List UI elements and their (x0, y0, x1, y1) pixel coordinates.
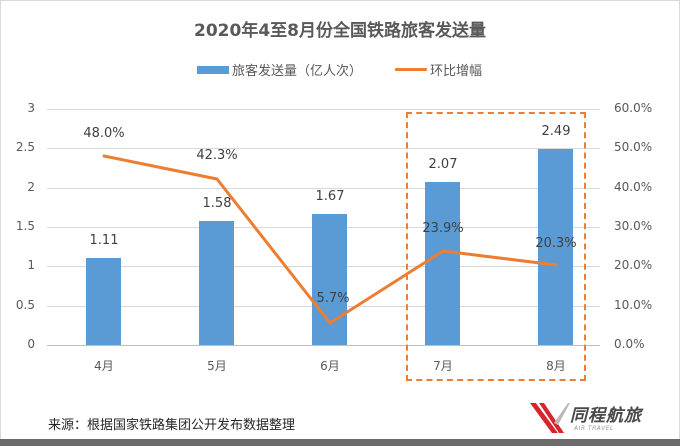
bottom-bar (0, 439, 680, 446)
bar-value-label: 1.67 (315, 189, 345, 204)
bar-swatch-icon (197, 65, 229, 74)
line-value-label: 20.3% (535, 236, 577, 251)
right-tick: 40.0% (614, 180, 653, 194)
left-tick: 3 (27, 101, 35, 115)
line-value-label: 42.3% (196, 148, 238, 163)
right-tick: 20.0% (614, 258, 653, 272)
wing-logo-icon (530, 403, 570, 433)
x-tick: 6月 (320, 359, 340, 373)
line-value-label: 5.7% (316, 291, 350, 306)
legend-item-bar: 旅客发送量（亿人次） (197, 60, 362, 79)
legend: 旅客发送量（亿人次） 环比增幅 (0, 60, 680, 80)
gridline (47, 148, 600, 149)
left-tick: 0 (27, 337, 35, 351)
left-tick: 1 (27, 258, 35, 272)
bar-value-label: 1.11 (89, 233, 119, 248)
x-tick: 7月 (433, 359, 453, 373)
bar-may (199, 221, 234, 345)
bar-jul (425, 182, 460, 345)
right-tick: 60.0% (614, 101, 653, 115)
right-tick: 10.0% (614, 298, 653, 312)
logo-subtext: AIR TRAVEL (574, 425, 614, 432)
x-tick: 4月 (94, 359, 114, 373)
x-tick: 5月 (207, 359, 227, 373)
left-tick: 1.5 (15, 219, 35, 233)
bar-apr (86, 258, 121, 345)
left-tick: 2.5 (15, 140, 35, 154)
gridline (47, 109, 600, 110)
left-tick: 0.5 (15, 298, 35, 312)
left-tick: 2 (27, 180, 35, 194)
logo-text: 同程航旅 (570, 406, 642, 426)
right-tick: 30.0% (614, 219, 653, 233)
line-value-label: 48.0% (83, 126, 125, 141)
x-tick: 8月 (546, 359, 566, 373)
line-swatch-icon (395, 68, 427, 71)
right-tick: 0.0% (614, 337, 645, 351)
legend-item-line: 环比增幅 (395, 60, 482, 79)
legend-label-bar: 旅客发送量（亿人次） (232, 64, 363, 79)
bar-aug (538, 149, 573, 345)
highlight-box (406, 112, 586, 381)
chart-title: 2020年4至8月份全国铁路旅客发送量 (194, 21, 486, 41)
logo: 同程航旅 AIR TRAVEL (528, 399, 668, 439)
line-value-label: 23.9% (422, 221, 464, 236)
bar-value-label: 2.49 (541, 124, 571, 139)
source-note: 来源：根据国家铁路集团公开发布数据整理 (48, 418, 296, 433)
x-axis-line (47, 345, 600, 346)
bar-value-label: 2.07 (428, 157, 458, 172)
legend-label-line: 环比增幅 (430, 64, 483, 79)
right-tick: 50.0% (614, 140, 653, 154)
bar-value-label: 1.58 (202, 196, 232, 211)
gridline (47, 188, 600, 189)
